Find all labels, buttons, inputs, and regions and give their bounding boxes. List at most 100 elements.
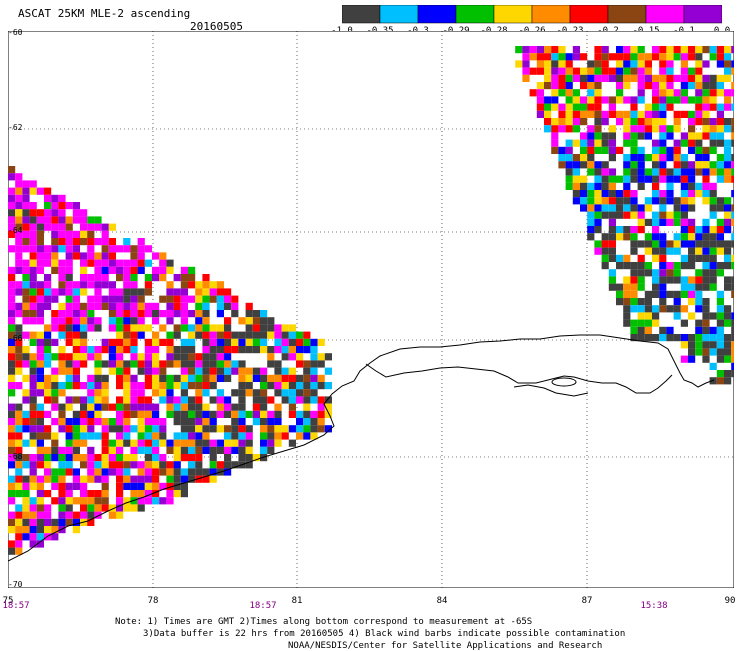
wind-cell: [601, 118, 609, 126]
wind-cell: [623, 211, 631, 219]
wind-cell: [15, 418, 23, 426]
wind-cell: [72, 511, 80, 519]
wind-cell: [94, 504, 102, 512]
wind-cell: [152, 403, 160, 411]
wind-cell: [202, 324, 210, 332]
wind-cell: [8, 432, 16, 440]
wind-cell: [680, 204, 688, 212]
wind-cell: [303, 360, 311, 368]
wind-cell: [137, 252, 145, 260]
wind-cell: [72, 425, 80, 433]
wind-cell: [666, 262, 674, 270]
wind-cell: [303, 418, 311, 426]
wind-cell: [724, 348, 732, 356]
wind-cell: [637, 240, 645, 248]
wind-cell: [616, 110, 624, 118]
wind-cell: [274, 425, 282, 433]
wind-cell: [8, 187, 16, 195]
wind-cell: [8, 346, 16, 354]
wind-cell: [72, 302, 80, 310]
wind-cell: [116, 454, 124, 462]
wind-cell: [680, 233, 688, 241]
wind-cell: [8, 410, 16, 418]
wind-cell: [44, 446, 52, 454]
wind-cell: [659, 139, 667, 147]
wind-cell: [15, 310, 23, 318]
wind-cell: [108, 338, 116, 346]
wind-cell: [245, 346, 253, 354]
wind-cell: [551, 89, 559, 97]
wind-cell: [8, 173, 16, 181]
wind-cell: [159, 497, 167, 505]
wind-cell: [231, 425, 239, 433]
wind-cell: [108, 302, 116, 310]
wind-cell: [709, 82, 717, 90]
wind-cell: [15, 547, 23, 555]
wind-cell: [630, 334, 638, 342]
wind-cell: [36, 209, 44, 217]
wind-cell: [137, 367, 145, 375]
wind-cell: [594, 74, 602, 82]
wind-cell: [94, 382, 102, 390]
wind-cell: [8, 202, 16, 210]
wind-cell: [623, 283, 631, 291]
wind-cell: [572, 161, 580, 169]
wind-cell: [51, 259, 59, 267]
wind-cell: [152, 439, 160, 447]
wind-cell: [22, 418, 30, 426]
wind-cell: [274, 338, 282, 346]
wind-cell: [166, 281, 174, 289]
wind-cell: [673, 74, 681, 82]
wind-cell: [288, 374, 296, 382]
wind-cell: [688, 283, 696, 291]
wind-cell: [688, 334, 696, 342]
wind-cell: [644, 233, 652, 241]
wind-cell: [123, 432, 131, 440]
wind-cell: [724, 355, 732, 363]
wind-cell: [616, 290, 624, 298]
wind-cell: [724, 276, 732, 284]
wind-cell: [180, 482, 188, 490]
wind-cell: [731, 283, 734, 291]
wind-cell: [58, 526, 66, 534]
wind-cell: [123, 482, 131, 490]
wind-cell: [716, 118, 724, 126]
wind-cell: [310, 396, 318, 404]
wind-cell: [166, 396, 174, 404]
wind-cell: [580, 139, 588, 147]
wind-cell: [623, 276, 631, 284]
wind-cell: [108, 295, 116, 303]
wind-cell: [202, 475, 210, 483]
wind-cell: [44, 353, 52, 361]
wind-cell: [587, 96, 595, 104]
wind-cell: [80, 475, 88, 483]
wind-cell: [130, 403, 138, 411]
wind-cell: [544, 60, 552, 68]
wind-cell: [716, 334, 724, 342]
wind-cell: [22, 490, 30, 498]
wind-cell: [22, 295, 30, 303]
wind-cell: [8, 446, 16, 454]
wind-cell: [702, 168, 710, 176]
wind-cell: [152, 317, 160, 325]
wind-cell: [601, 233, 609, 241]
wind-cell: [29, 432, 37, 440]
wind-cell: [608, 240, 616, 248]
wind-cell: [180, 353, 188, 361]
wind-cell: [252, 389, 260, 397]
wind-cell: [159, 468, 167, 476]
wind-cell: [724, 334, 732, 342]
wind-cell: [317, 374, 325, 382]
wind-cell: [101, 274, 109, 282]
wind-cell: [630, 204, 638, 212]
wind-cell: [173, 288, 181, 296]
wind-cell: [130, 302, 138, 310]
wind-cell: [51, 482, 59, 490]
wind-cell: [659, 146, 667, 154]
wind-cell: [51, 338, 59, 346]
wind-cell: [159, 389, 167, 397]
wind-cell: [8, 547, 16, 555]
wind-cell: [724, 139, 732, 147]
wind-cell: [702, 283, 710, 291]
wind-cell: [195, 281, 203, 289]
